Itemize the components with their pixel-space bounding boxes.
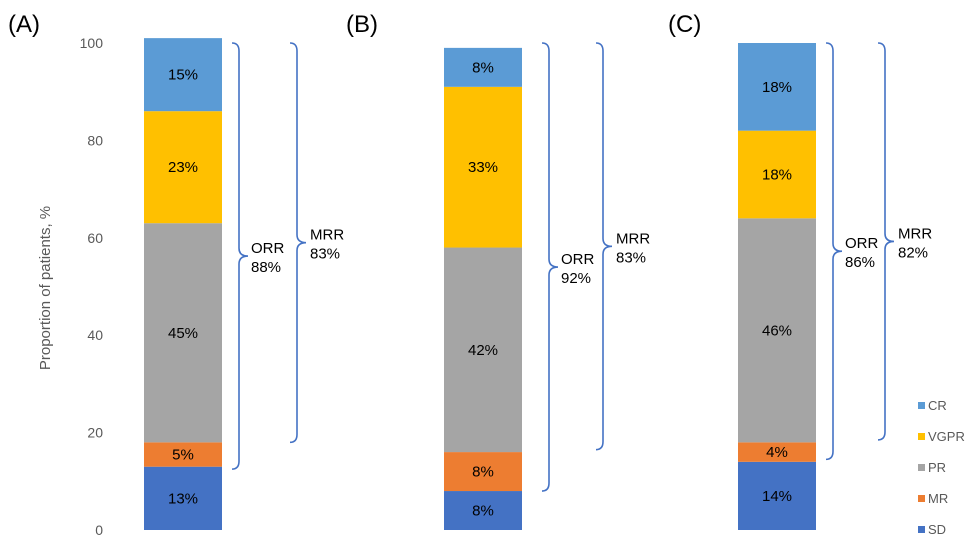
orr-value: 86% [845, 254, 875, 271]
bar-segment-label-cr: 18% [762, 79, 792, 96]
bar-segment-label-cr: 15% [168, 67, 198, 84]
mrr-brace [595, 42, 613, 451]
legend-swatch-sd [918, 526, 925, 533]
bar-segment-label-mr: 4% [766, 444, 788, 461]
bar-segment-label-pr: 46% [762, 322, 792, 339]
bar-segment-mr [738, 442, 816, 462]
panel-label: (A) [8, 11, 40, 38]
legend-swatch-pr [918, 464, 925, 471]
y-axis-title: Proportion of patients, % [37, 206, 54, 370]
y-tick-label: 20 [87, 425, 103, 441]
mrr-label: MRR [616, 230, 650, 247]
bar-segment-label-sd: 14% [762, 488, 792, 505]
panel-label: (C) [668, 11, 701, 38]
orr-label: ORR [845, 235, 879, 252]
orr-label: ORR [561, 251, 595, 268]
bar-segment-label-cr: 8% [472, 59, 494, 76]
bar-segment-label-pr: 45% [168, 325, 198, 342]
bar-segment-cr [738, 43, 816, 131]
orr-label: ORR [251, 240, 285, 257]
bar-segment-sd [144, 466, 222, 530]
y-tick-label: 100 [80, 35, 104, 51]
legend-label: VGPR [928, 429, 965, 444]
orr-brace [231, 42, 249, 470]
legend-swatch-cr [918, 402, 925, 409]
bar-segment-cr [444, 47, 522, 87]
bar-segment-label-pr: 42% [468, 342, 498, 359]
bar-segment-pr [144, 223, 222, 443]
y-tick-label: 80 [87, 132, 103, 148]
orr-value: 88% [251, 259, 281, 276]
legend-label: SD [928, 522, 946, 537]
mrr-label: MRR [310, 227, 344, 244]
legend-swatch-vgpr [918, 433, 925, 440]
y-tick-label: 60 [87, 230, 103, 246]
bar-segment-label-vgpr: 23% [168, 159, 198, 176]
bar-segment-label-sd: 8% [472, 503, 494, 520]
legend-label: CR [928, 398, 947, 413]
bar-segment-mr [144, 442, 222, 467]
bar-segment-label-mr: 5% [172, 447, 194, 464]
mrr-brace [877, 42, 895, 441]
bar-segment-sd [738, 461, 816, 530]
bar-segment-pr [738, 218, 816, 443]
bar-segment-pr [444, 247, 522, 453]
orr-brace [541, 42, 559, 492]
panel-label: (B) [346, 11, 378, 38]
bar-segment-vgpr [738, 130, 816, 219]
bar-segment-sd [444, 491, 522, 530]
orr-value: 92% [561, 270, 591, 287]
bar-segment-vgpr [444, 86, 522, 248]
legend-label: PR [928, 460, 946, 475]
mrr-value: 82% [898, 244, 928, 261]
mrr-value: 83% [616, 249, 646, 266]
bar-segment-label-vgpr: 18% [762, 166, 792, 183]
y-tick-label: 40 [87, 327, 103, 343]
bar-segment-label-mr: 8% [472, 464, 494, 481]
mrr-brace [289, 42, 307, 444]
orr-brace [825, 42, 843, 461]
legend-swatch-mr [918, 495, 925, 502]
y-tick-label: 0 [95, 522, 103, 538]
legend-label: MR [928, 491, 948, 506]
bar-segment-label-vgpr: 33% [468, 159, 498, 176]
bar-segment-vgpr [144, 111, 222, 224]
bar-segment-cr [144, 38, 222, 112]
mrr-value: 83% [310, 246, 340, 263]
bar-segment-mr [444, 452, 522, 492]
bar-segment-label-sd: 13% [168, 490, 198, 507]
mrr-label: MRR [898, 225, 932, 242]
